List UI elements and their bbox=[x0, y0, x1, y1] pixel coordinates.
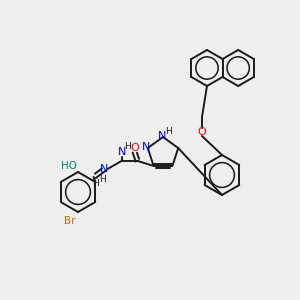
Text: H: H bbox=[99, 176, 106, 184]
Text: H: H bbox=[166, 127, 172, 136]
Text: N: N bbox=[99, 164, 108, 174]
Text: HO: HO bbox=[61, 161, 77, 171]
Text: N: N bbox=[142, 142, 150, 152]
Text: N: N bbox=[158, 131, 166, 141]
Text: O: O bbox=[198, 127, 206, 137]
Text: O: O bbox=[130, 143, 139, 153]
Text: Br: Br bbox=[64, 216, 76, 226]
Text: H: H bbox=[92, 179, 99, 188]
Text: H: H bbox=[124, 142, 131, 152]
Text: N: N bbox=[117, 147, 126, 157]
